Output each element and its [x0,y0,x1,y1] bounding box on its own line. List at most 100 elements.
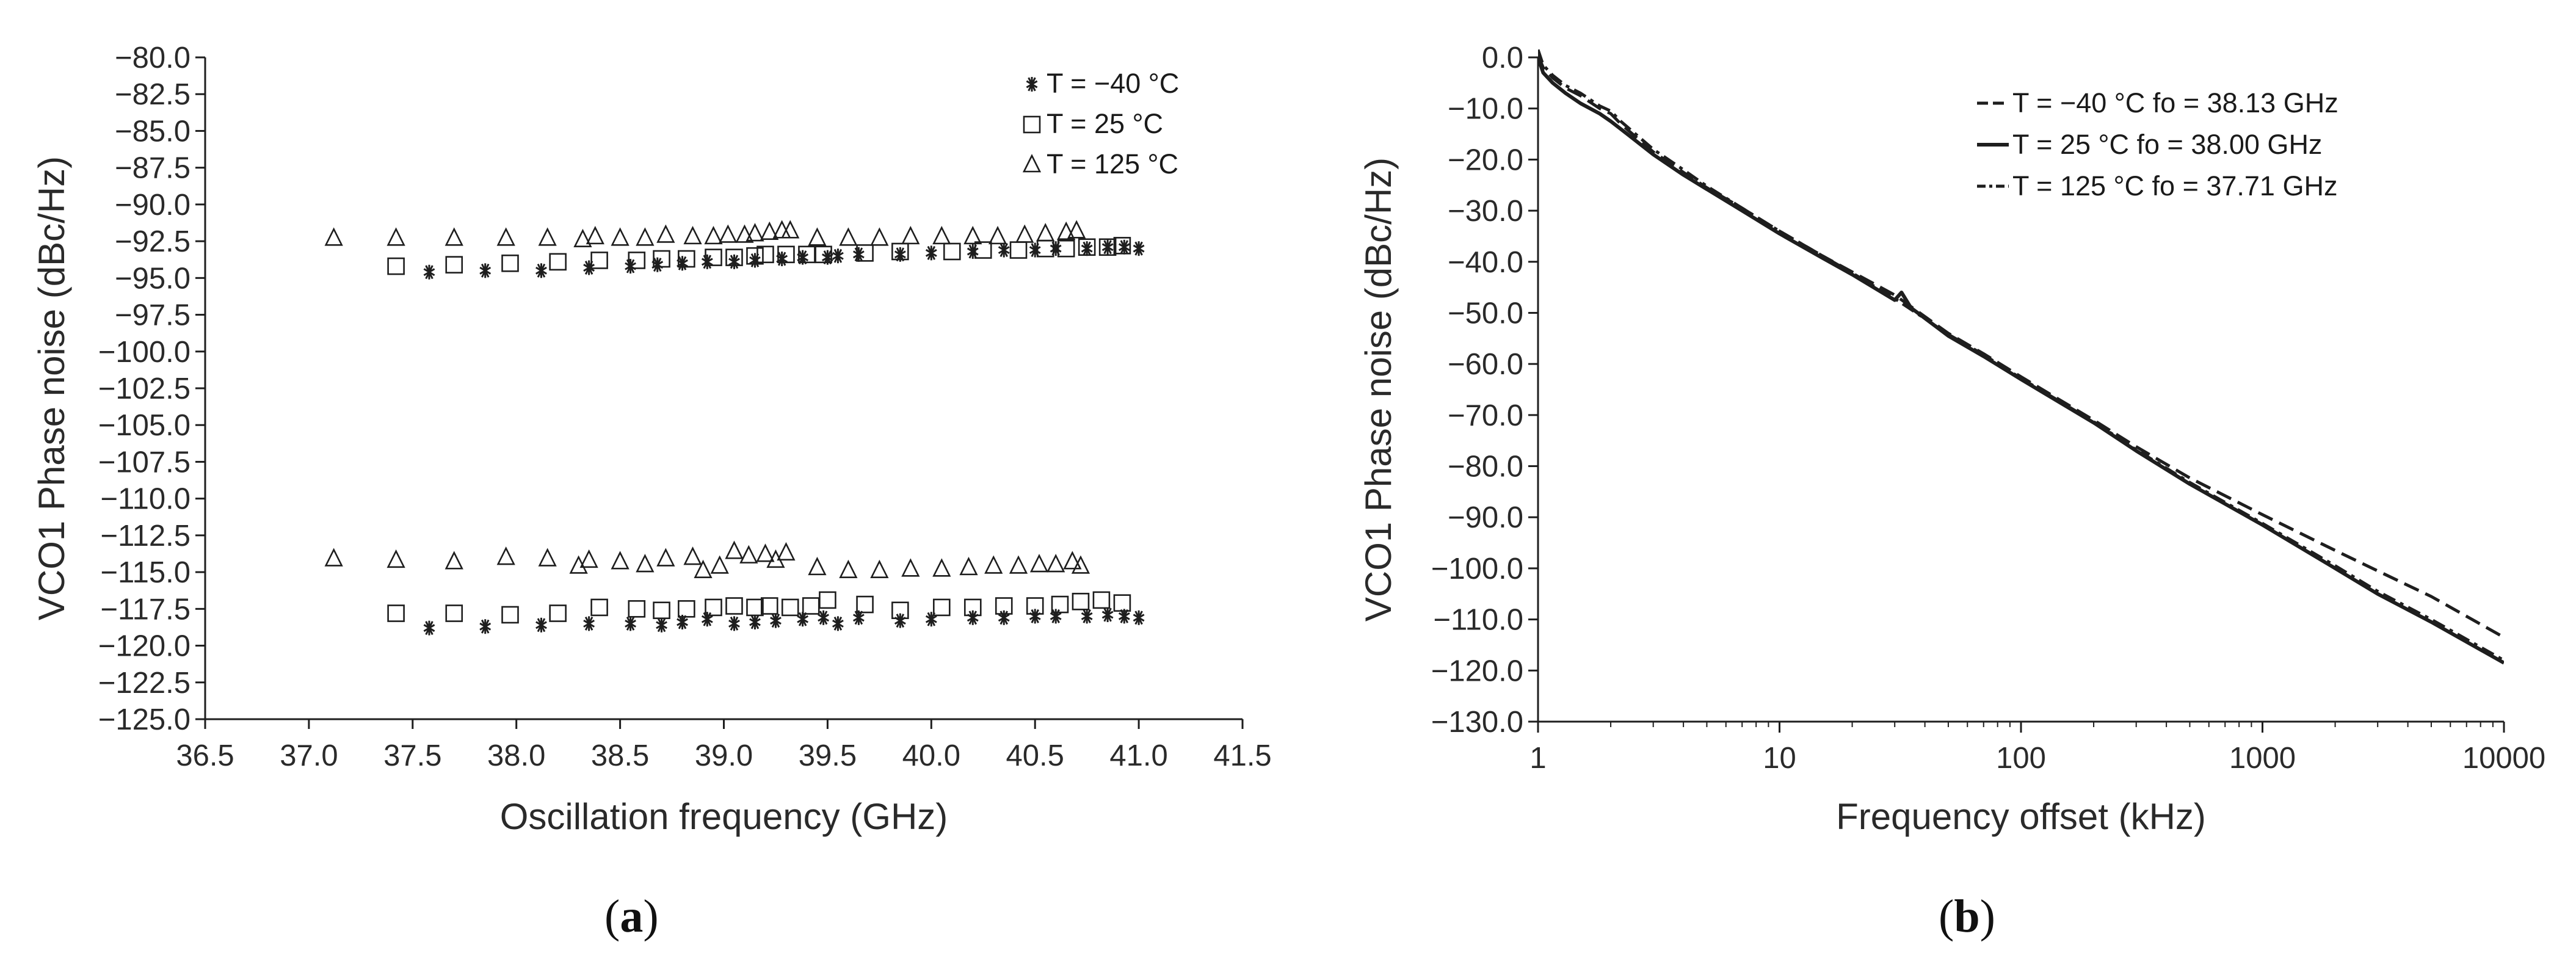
y-tick-label: −40.0 [1448,246,1523,279]
x-tick-label: 37.0 [280,739,338,772]
x-tick-label: 40.0 [902,739,960,772]
data-point-triangle [725,540,744,559]
legend: T = −40 °C fo = 38.13 GHz T = 25 °C fo = … [1977,87,2338,201]
y-tick-label: 0.0 [1482,42,1523,74]
data-point-asterisk [479,619,492,634]
data-point-asterisk [1081,609,1093,624]
data-point-triangle [808,227,827,246]
data-point-square [501,606,519,624]
data-point-triangle [579,549,598,568]
y-tick-label: −105.0 [98,409,190,442]
legend-entry: T = 125 °C fo = 37.71 GHz [2012,170,2337,201]
legend-entry: T = 125 °C [1047,148,1178,179]
data-point-square [891,601,909,620]
data-point-asterisk [728,254,740,269]
y-tick-label: −112.5 [100,520,190,553]
data-point-square [856,244,874,262]
data-point-square [549,253,567,271]
x-tick-label: 37.5 [383,739,441,772]
y-tick-label: −85.0 [115,115,190,148]
data-point-triangle [496,227,515,246]
y-tick-label: −80.0 [1448,451,1523,484]
data-point-square [705,598,722,617]
y-tick-label: −80.0 [115,42,190,74]
data-point-triangle [932,558,951,577]
data-point-triangle [901,225,920,245]
data-point-triangle [694,559,713,579]
y-tick-label: −115.0 [100,556,190,589]
data-point-asterisk [423,264,435,280]
data-point-asterisk [1029,242,1041,258]
y-tick-label: −50.0 [1448,297,1523,330]
y-tick-label: −90.0 [115,189,190,222]
data-point-square [1057,239,1075,258]
chart-a: −80.0 −82.5 −85.0 −87.5 −90.0−92.5 −95.0 −97.5… [31,42,1272,837]
data-point-asterisk [1101,239,1114,255]
data-point-asterisk [1081,241,1093,256]
data-point-triangle [683,546,702,565]
data-point-square [628,600,646,618]
data-point-square [678,250,695,268]
data-point-square [1009,241,1028,259]
data-point-square [1113,237,1131,255]
data-point-square [746,598,764,617]
data-point-square [678,600,695,618]
data-point-triangle [496,546,515,565]
data-point-square [963,598,982,617]
data-point-triangle [538,548,557,567]
data-point-asterisk [770,613,782,628]
data-point-triangle [611,227,629,246]
legend-entry: T = −40 °C fo = 38.13 GHz [2012,87,2338,118]
data-point-asterisk [656,617,667,632]
data-point-triangle [746,223,764,242]
legend-entry: T = 25 °C fo = 38.00 GHz [2012,129,2322,160]
data-point-asterisk [728,616,740,631]
data-point-square [781,598,799,617]
y-tick-label: −120.0 [1431,654,1523,687]
data-point-square [628,252,646,269]
data-point-asterisk [852,247,865,262]
data-point-asterisk [998,242,1010,258]
data-point-asterisk [625,259,637,274]
data-point-square [815,245,832,264]
data-point-asterisk [967,244,979,259]
y-tick-label: −100.0 [98,336,190,369]
data-point-square [725,248,743,266]
y-tick-label: −60.0 [1448,348,1523,381]
panel-label-b: (b) [1939,891,1995,942]
legend-marker-triangle [1022,154,1042,173]
legend-entry: T = −40 °C [1047,68,1179,99]
data-point-triangle [1015,224,1034,243]
data-point-triangle [683,225,702,245]
x-tick-label: 41.0 [1109,739,1167,772]
data-point-triangle [777,542,796,561]
data-point-asterisk [894,613,906,628]
series-line-dash-dot [1538,49,2504,662]
data-point-asterisk [1133,241,1145,256]
y-tick-label: −117.5 [100,593,190,626]
data-point-square [725,597,743,615]
data-point-triangle [760,221,779,240]
y-tick-label: −122.5 [98,667,190,700]
data-point-square [653,250,670,268]
x-tick-label: 1 [1529,742,1546,775]
data-point-square [1026,597,1044,615]
x-tick-label: 39.5 [799,739,857,772]
x-tick-label: 40.5 [1006,739,1064,772]
data-point-triangle [901,558,920,577]
data-point-triangle [1063,551,1082,570]
data-point-square [1078,238,1096,256]
y-tick-label: −130.0 [1431,706,1523,739]
data-point-asterisk [625,616,637,631]
data-point-asterisk [535,617,547,632]
y-tick-label: −20.0 [1448,143,1523,176]
data-point-asterisk [1133,610,1145,625]
data-point-triangle [1036,223,1055,242]
data-point-triangle [735,224,754,243]
data-point-triangle [739,545,758,564]
series-asterisk [423,239,1145,636]
data-point-triangle [1057,221,1076,240]
data-point-asterisk [1029,609,1041,624]
y-tick-label: −97.5 [115,299,190,332]
y-tick-label: −120.0 [98,630,190,663]
